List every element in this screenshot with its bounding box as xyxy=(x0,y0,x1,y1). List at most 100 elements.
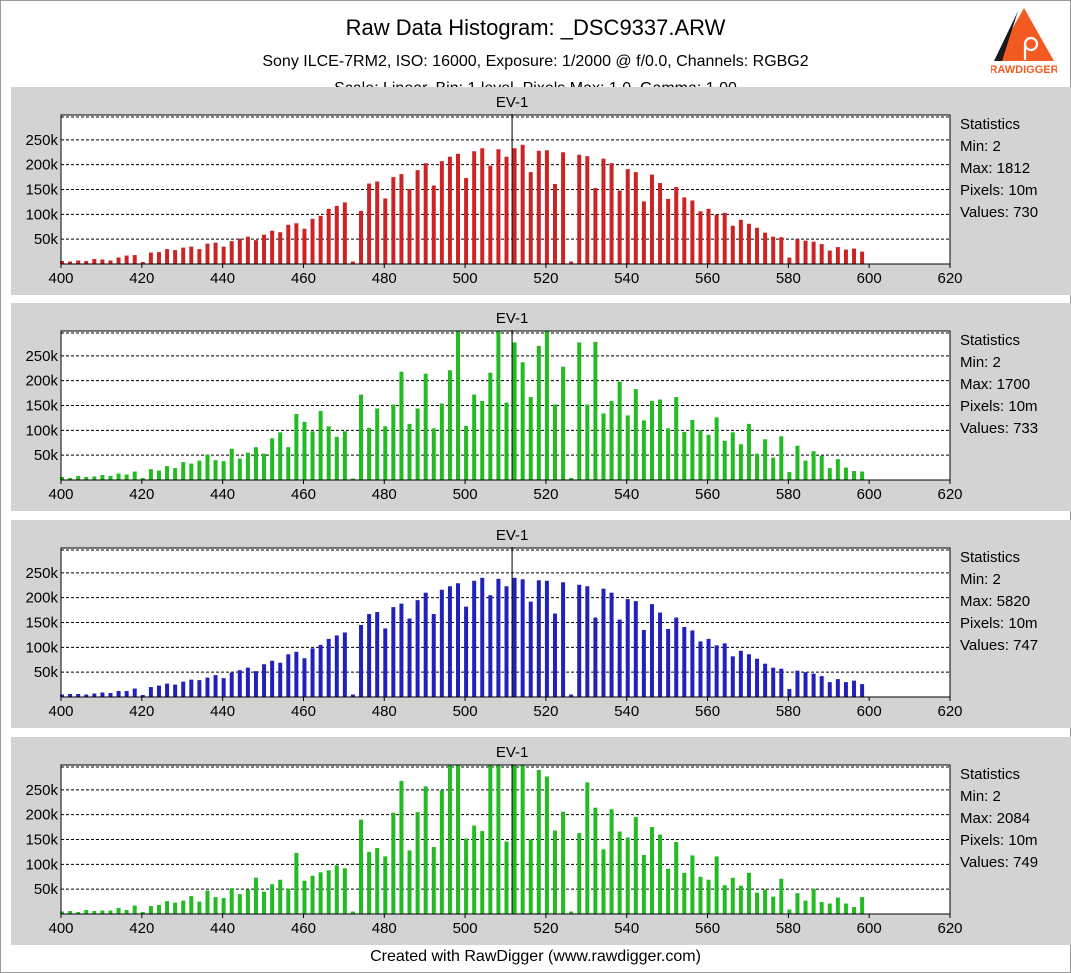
stats-line: Max: 1700 xyxy=(960,376,1030,393)
histogram-bar xyxy=(787,257,792,264)
x-tick-label: 400 xyxy=(48,486,73,503)
histogram-bar xyxy=(795,893,800,914)
x-tick-label: 560 xyxy=(695,703,720,720)
histogram-bar xyxy=(92,693,97,697)
x-tick-label: 560 xyxy=(695,486,720,503)
histogram-bar xyxy=(270,884,275,914)
histogram-bar xyxy=(682,197,687,264)
x-tick-label: 400 xyxy=(48,920,73,937)
histogram-bar xyxy=(132,471,137,480)
histogram-bar xyxy=(165,249,170,264)
histogram-bar xyxy=(666,868,671,914)
histogram-bar xyxy=(262,664,267,697)
histogram-bar xyxy=(860,897,865,914)
x-tick-label: 540 xyxy=(614,486,639,503)
histogram-bar xyxy=(391,812,396,914)
histogram-bar xyxy=(666,628,671,697)
x-tick-label: 480 xyxy=(372,703,397,720)
histogram-bar xyxy=(464,606,469,697)
histogram-bar xyxy=(407,618,412,697)
histogram-bar xyxy=(310,218,315,264)
histogram-bar xyxy=(480,831,485,914)
histogram-bar xyxy=(787,909,792,914)
histogram-bar xyxy=(439,161,444,264)
histogram-bar xyxy=(116,908,121,914)
histogram-bar xyxy=(367,851,372,914)
histogram-bar xyxy=(528,397,533,480)
histogram-bar xyxy=(189,896,194,914)
histogram-bar xyxy=(205,890,210,914)
histogram-bar xyxy=(464,178,469,264)
histogram-bar xyxy=(108,910,113,914)
ev-marker-label: EV-1 xyxy=(496,94,529,111)
x-tick-label: 600 xyxy=(857,486,882,503)
histogram-bar xyxy=(795,445,800,480)
histogram-bar xyxy=(262,234,267,264)
histogram-bar xyxy=(100,692,105,697)
x-tick-label: 620 xyxy=(937,703,962,720)
histogram-bar xyxy=(835,897,840,914)
histogram-bar xyxy=(690,200,695,264)
histogram-bar xyxy=(173,902,178,914)
histogram-bar xyxy=(92,476,97,480)
histogram-bar xyxy=(852,248,857,264)
x-tick-label: 500 xyxy=(453,703,478,720)
histogram-bar xyxy=(577,342,582,480)
histogram-bar xyxy=(674,617,679,697)
histogram-bar xyxy=(714,856,719,914)
histogram-bar xyxy=(415,408,420,480)
histogram-bar xyxy=(262,891,267,914)
histogram-bar xyxy=(552,404,557,480)
histogram-bar xyxy=(528,601,533,697)
histogram-bar xyxy=(439,403,444,480)
histogram-bar xyxy=(779,878,784,914)
stats-line: Max: 1812 xyxy=(960,160,1030,177)
histogram-bar xyxy=(375,847,380,914)
histogram-bar xyxy=(286,224,291,264)
histogram-bar xyxy=(480,148,485,264)
histogram-bar xyxy=(116,691,121,697)
y-tick-label: 100k xyxy=(25,422,58,439)
histogram-bar xyxy=(827,250,832,264)
x-tick-label: 460 xyxy=(291,920,316,937)
histogram-bar xyxy=(148,687,153,697)
histogram-bar xyxy=(472,151,477,264)
histogram-bar xyxy=(100,910,105,914)
rawdigger-logo-icon: RAWDIGGER xyxy=(991,8,1057,75)
histogram-bar xyxy=(286,447,291,480)
histogram-bar xyxy=(342,431,347,480)
histogram-bar xyxy=(221,461,226,480)
histogram-bar xyxy=(585,404,590,480)
histogram-bar xyxy=(229,241,234,264)
y-tick-label: 150k xyxy=(25,398,58,415)
histogram-bar xyxy=(221,246,226,264)
histogram-bar xyxy=(205,243,210,264)
histogram-bar xyxy=(342,632,347,697)
histogram-bar xyxy=(835,247,840,264)
histogram-bar xyxy=(819,455,824,480)
histogram-bar xyxy=(763,232,768,264)
histogram-bar xyxy=(811,451,816,480)
histogram-bar xyxy=(536,150,541,264)
histogram-bar xyxy=(350,261,355,264)
histogram-bar xyxy=(197,460,202,480)
histogram-bar xyxy=(852,907,857,914)
histogram-bar xyxy=(140,695,145,697)
histogram-bar xyxy=(237,458,242,480)
histogram-bar xyxy=(197,249,202,264)
histogram-bar xyxy=(698,211,703,264)
histogram-bar xyxy=(334,436,339,480)
stats-line: Min: 2 xyxy=(960,138,1001,155)
histogram-bar xyxy=(245,236,250,264)
histogram-bar xyxy=(447,156,452,264)
stats-line: Values: 733 xyxy=(960,420,1038,437)
histogram-bar xyxy=(577,154,582,264)
histogram-bar xyxy=(544,331,549,480)
histogram-bar xyxy=(407,189,412,264)
histogram-bar xyxy=(722,440,727,480)
histogram-bar xyxy=(262,453,267,480)
histogram-bar xyxy=(367,183,372,264)
histogram-bar xyxy=(439,790,444,914)
histogram-bar xyxy=(488,165,493,264)
histogram-bar xyxy=(803,900,808,914)
